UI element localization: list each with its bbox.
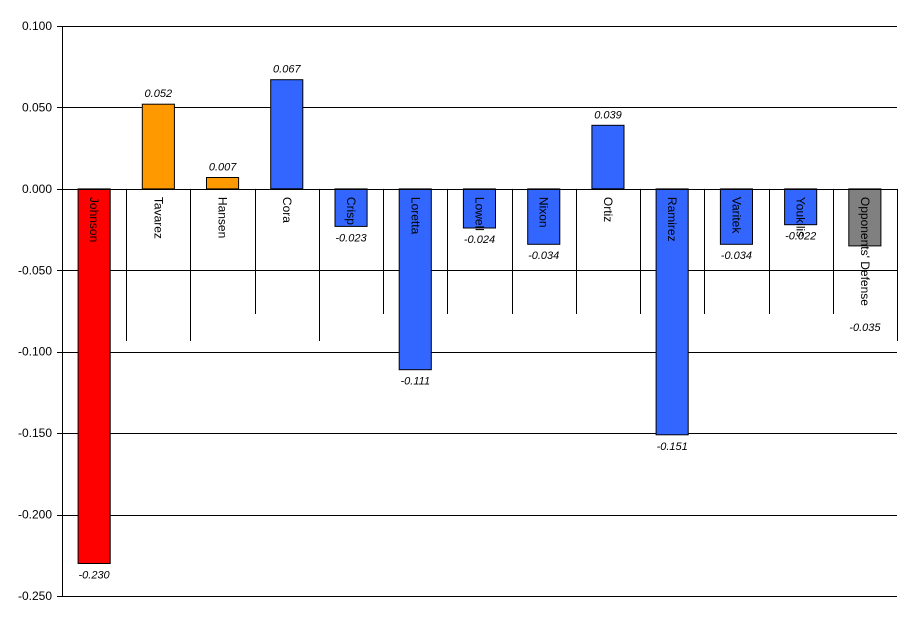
data-label: 0.067: [273, 64, 301, 76]
data-label: -0.151: [657, 441, 688, 453]
data-label: 0.052: [145, 88, 173, 100]
data-label: -0.035: [849, 322, 881, 334]
bar-loretta: [398, 188, 432, 371]
data-label: -0.022: [785, 231, 816, 243]
category-label: Johnson: [87, 197, 101, 242]
y-tick-label: -0.100: [18, 345, 52, 359]
category-label: Crisp: [344, 197, 358, 225]
category-label: Lowell: [473, 197, 487, 231]
bar-varitek: [719, 188, 754, 245]
category-label: Nixon: [537, 197, 551, 228]
y-tick-label: 0.000: [22, 182, 52, 196]
bar-ramirez: [655, 188, 689, 436]
y-tick-labels: 0.100 0.050 0.000 -0.050 -0.100 -0.150 -0.200 -…: [18, 19, 52, 603]
gridlines: [62, 26, 897, 597]
data-label: -0.230: [78, 569, 110, 581]
category-label: Cora: [280, 197, 294, 223]
category-label: Hansen: [216, 197, 230, 238]
bar-youkilis: [784, 188, 818, 226]
y-tick-label: -0.150: [18, 426, 52, 440]
category-label: Opponents' Defense: [858, 197, 872, 306]
category-label: Youkilis: [794, 197, 808, 237]
category-labels: Johnson Tavarez Hansen Cora Crisp Loretta Lowe…: [87, 197, 872, 306]
data-label: -0.023: [335, 232, 367, 244]
bar-johnson: [77, 188, 111, 564]
data-label: 0.007: [209, 162, 237, 174]
y-tick-label: -0.200: [18, 508, 52, 522]
category-label: Varitek: [729, 197, 743, 234]
data-label: 0.039: [594, 109, 622, 121]
y-tick-label: -0.050: [18, 263, 52, 277]
bar-cora: [270, 79, 304, 190]
category-label: Ortiz: [601, 197, 615, 222]
category-label: Tavarez: [151, 197, 165, 239]
category-label: Loretta: [408, 197, 422, 235]
y-tick-label: 0.100: [22, 19, 52, 33]
bar-crisp: [334, 188, 368, 227]
data-label: -0.024: [464, 234, 495, 246]
bar-ortiz: [591, 124, 625, 190]
bars: [77, 79, 882, 564]
bar-hansen: [206, 177, 240, 190]
data-label: -0.034: [721, 250, 752, 262]
category-label: Ramirez: [665, 197, 679, 242]
bar-tavarez: [141, 103, 175, 190]
category-dividers: [126, 188, 898, 341]
bar-lowell: [462, 188, 496, 229]
bar-opponents-defense: [848, 188, 882, 247]
data-labels: -0.230 0.052 0.007 0.067 -0.023 -0.111 -0.024 -…: [78, 64, 881, 582]
axes: [57, 26, 897, 597]
data-label: -0.034: [528, 250, 559, 262]
y-tick-label: -0.250: [18, 589, 52, 603]
data-label: -0.111: [401, 376, 431, 388]
y-tick-label: 0.050: [22, 100, 52, 114]
bar-nixon: [527, 188, 561, 245]
